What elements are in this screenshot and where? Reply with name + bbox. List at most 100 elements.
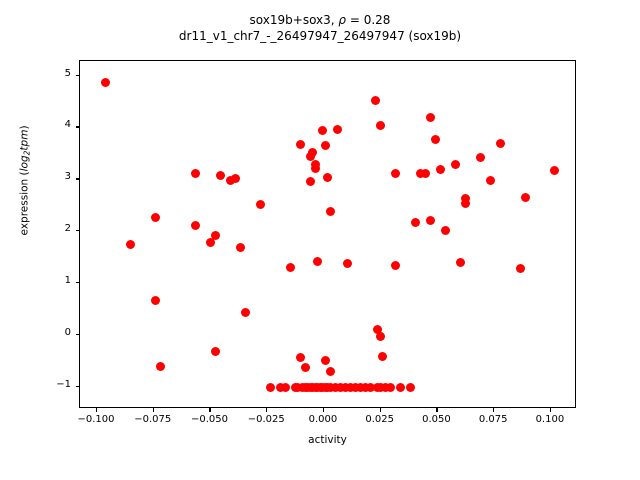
- y-tick-label: 2: [64, 223, 71, 235]
- scatter-point: [240, 307, 250, 317]
- x-tick-label: 0.025: [365, 414, 394, 425]
- y-tick-mark: [75, 230, 79, 232]
- x-tick-mark: [96, 408, 98, 412]
- scatter-point: [280, 382, 290, 392]
- scatter-point: [325, 366, 335, 376]
- scatter-point: [305, 177, 315, 186]
- x-tick-label: 0.050: [422, 414, 451, 425]
- scatter-point: [330, 382, 340, 392]
- scatter-point: [390, 260, 400, 270]
- x-tick-mark: [266, 408, 268, 412]
- scatter-point: [450, 159, 460, 169]
- plot-title: sox19b+sox3, ρ = 0.28 dr11_v1_chr7_-_264…: [0, 12, 640, 44]
- x-tick-label: 0.000: [308, 414, 338, 425]
- x-tick-label: −0.075: [134, 414, 172, 425]
- x-tick-mark: [493, 408, 495, 412]
- x-axis-label: activity: [308, 434, 347, 446]
- scatter-point: [101, 78, 111, 88]
- scatter-point: [151, 295, 161, 305]
- y-tick-mark: [75, 178, 79, 180]
- scatter-point: [385, 382, 395, 392]
- x-tick-mark: [152, 408, 154, 412]
- scatter-point: [235, 243, 245, 253]
- ylabel-prefix: expression (: [18, 171, 31, 236]
- scatter-point: [205, 237, 215, 247]
- scatter-point: [350, 382, 360, 392]
- y-tick-label: −1: [56, 379, 71, 391]
- y-tick-label: 5: [64, 67, 71, 79]
- scatter-point: [380, 382, 390, 392]
- scatter-point: [210, 347, 220, 357]
- scatter-point: [520, 193, 530, 203]
- scatter-point: [210, 230, 220, 240]
- y-tick-mark: [75, 334, 79, 336]
- scatter-point: [275, 382, 285, 392]
- scatter-point: [335, 382, 345, 392]
- scatter-point: [425, 113, 435, 123]
- scatter-point: [440, 225, 450, 235]
- title-suffix: = 0.28: [346, 13, 391, 27]
- scatter-point: [365, 382, 375, 392]
- y-tick-mark: [75, 282, 79, 284]
- scatter-point: [460, 198, 470, 208]
- x-tick-mark: [549, 408, 551, 412]
- scatter-point: [420, 169, 430, 179]
- scatter-point: [325, 382, 335, 392]
- scatter-point: [151, 212, 161, 222]
- scatter-point: [255, 200, 265, 210]
- scatter-point: [395, 382, 405, 392]
- y-tick-mark: [75, 386, 79, 388]
- scatter-point: [265, 382, 275, 392]
- scatter-point: [295, 352, 305, 362]
- scatter-point: [293, 382, 303, 392]
- y-tick-label: 1: [64, 275, 71, 287]
- scatter-points-layer: [80, 61, 575, 407]
- x-tick-mark: [379, 408, 381, 412]
- scatter-point: [343, 258, 353, 268]
- scatter-point: [405, 382, 415, 392]
- scatter-point: [485, 176, 495, 186]
- x-tick-label: −0.025: [247, 414, 285, 425]
- scatter-point: [460, 194, 470, 204]
- scatter-point: [415, 169, 425, 179]
- scatter-point: [375, 120, 385, 130]
- scatter-point: [550, 165, 560, 175]
- y-tick-label: 0: [64, 327, 71, 339]
- y-tick-mark: [75, 126, 79, 128]
- scatter-point: [370, 96, 380, 106]
- scatter-point: [156, 362, 166, 372]
- scatter-point: [355, 382, 365, 392]
- scatter-point: [455, 257, 465, 267]
- scatter-point: [320, 140, 330, 150]
- scatter-point: [475, 152, 485, 162]
- scatter-point: [325, 207, 335, 217]
- x-tick-label: 0.075: [478, 414, 508, 425]
- scatter-point: [435, 164, 445, 174]
- x-tick-label: −0.100: [77, 414, 115, 425]
- scatter-point: [495, 139, 505, 149]
- scatter-point: [360, 382, 370, 392]
- ylabel-suffix: ): [18, 125, 31, 130]
- scatter-point: [345, 382, 355, 392]
- scatter-point: [230, 173, 240, 183]
- y-tick-label: 3: [64, 171, 71, 183]
- ylabel-tpm: tpm: [18, 129, 31, 151]
- y-axis-label: expression (log2tpm): [19, 60, 32, 300]
- scatter-point: [215, 171, 225, 181]
- scatter-point: [515, 264, 525, 274]
- scatter-point: [333, 124, 343, 134]
- scatter-point: [375, 382, 385, 392]
- scatter-point: [225, 175, 235, 185]
- plot-title-line-2: dr11_v1_chr7_-_26497947_26497947 (sox19b…: [178, 29, 462, 43]
- y-tick-mark: [75, 74, 79, 76]
- x-tick-label: 0.100: [535, 414, 565, 425]
- rho-symbol: ρ: [338, 13, 347, 27]
- scatter-point: [430, 135, 440, 145]
- scatter-point: [375, 332, 385, 342]
- x-tick-label: −0.050: [190, 414, 228, 425]
- title-prefix: sox19b+sox3,: [249, 13, 339, 27]
- scatter-point: [191, 220, 200, 230]
- scatter-point: [308, 147, 318, 157]
- scatter-point: [295, 139, 305, 149]
